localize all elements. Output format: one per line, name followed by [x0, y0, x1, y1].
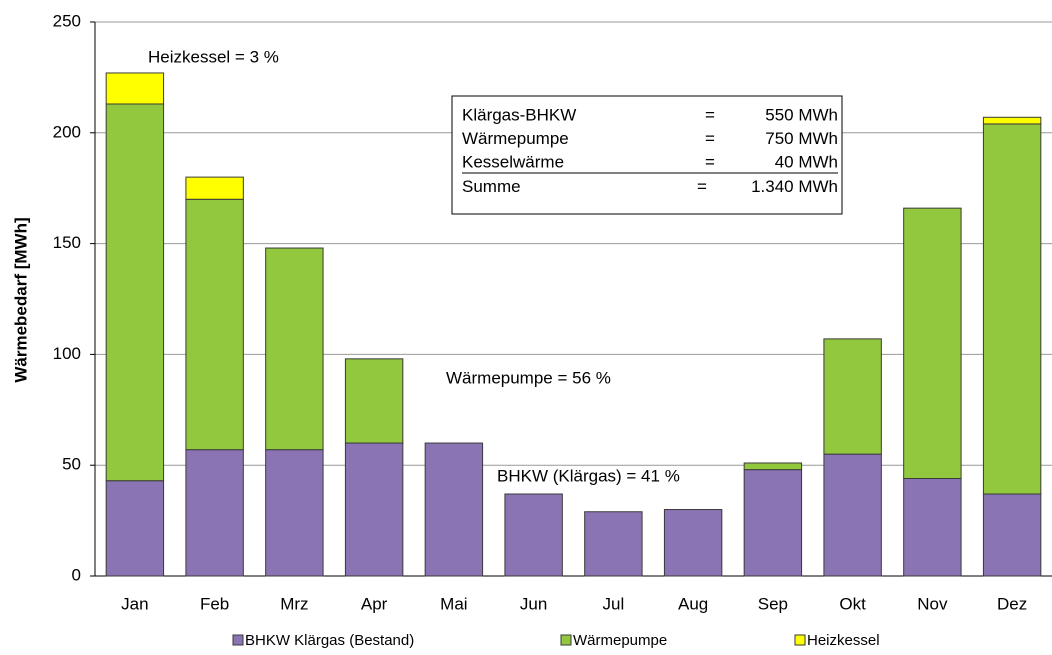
bar-segment — [584, 511, 643, 577]
x-tick-label: Aug — [678, 594, 708, 613]
bar-segment — [982, 116, 1042, 125]
x-tick-label: Jul — [603, 594, 625, 613]
bar-segment — [344, 358, 404, 444]
bar-segment — [424, 442, 484, 577]
info-label: Kesselwärme — [462, 152, 564, 171]
bar-segment — [185, 449, 244, 577]
annotation: BHKW (Klärgas) = 41 % — [497, 466, 680, 485]
legend-swatch — [560, 634, 572, 646]
x-tick-label: Okt — [839, 594, 866, 613]
bar-segment — [265, 247, 324, 451]
y-tick-label: 200 — [53, 122, 81, 141]
info-box — [451, 95, 843, 215]
bar-segment — [903, 477, 962, 577]
info-value: 750 MWh — [765, 129, 838, 148]
x-tick-label: Dez — [997, 594, 1027, 613]
bar-segment — [743, 469, 803, 577]
bar-segment — [185, 176, 244, 200]
y-tick-label: 0 — [72, 565, 81, 584]
y-axis-label: Wärmebedarf [MWh] — [11, 217, 30, 382]
x-tick-label: Mai — [440, 594, 467, 613]
x-tick-label: Jan — [121, 594, 148, 613]
info-eq: = — [705, 129, 715, 148]
x-tick-label: Nov — [917, 594, 948, 613]
bar-segment — [105, 480, 165, 577]
bar-segment — [823, 453, 882, 577]
info-label: Klärgas-BHKW — [462, 105, 576, 124]
annotation: Wärmepumpe = 56 % — [446, 368, 611, 387]
bar-segment — [105, 103, 165, 482]
info-eq: = — [705, 152, 715, 171]
bar-segment — [185, 198, 244, 451]
bar-segment — [344, 442, 404, 577]
legend-label: Heizkessel — [807, 632, 880, 649]
x-tick-label: Sep — [758, 594, 788, 613]
bar-segment — [743, 462, 803, 471]
legend-label: Wärmepumpe — [573, 632, 667, 649]
bar-segment — [903, 207, 962, 479]
annotation: Heizkessel = 3 % — [148, 47, 279, 66]
info-value: 1.340 MWh — [751, 177, 838, 196]
bar-segment — [265, 449, 324, 577]
y-tick-label: 150 — [53, 233, 81, 252]
y-tick-label: 50 — [62, 455, 81, 474]
bar-segment — [504, 493, 563, 577]
bar-segment — [823, 338, 882, 455]
y-tick-label: 100 — [53, 344, 81, 363]
bar-segment — [663, 509, 723, 577]
info-eq: = — [705, 105, 715, 124]
info-eq: = — [697, 177, 707, 196]
info-value: 550 MWh — [765, 105, 838, 124]
x-tick-label: Feb — [200, 594, 229, 613]
x-tick-label: Apr — [361, 594, 388, 613]
y-tick-label: 250 — [53, 11, 81, 30]
x-tick-label: Jun — [520, 594, 547, 613]
info-label: Wärmepumpe — [462, 129, 569, 148]
bar-segment — [105, 72, 165, 105]
x-tick-label: Mrz — [280, 594, 308, 613]
info-label: Summe — [462, 177, 521, 196]
info-value: 40 MWh — [775, 152, 838, 171]
bar-segment — [982, 123, 1042, 495]
legend-swatch — [232, 634, 244, 646]
legend-label: BHKW Klärgas (Bestand) — [245, 632, 414, 649]
bar-segment — [982, 493, 1042, 577]
legend-swatch — [794, 634, 806, 646]
